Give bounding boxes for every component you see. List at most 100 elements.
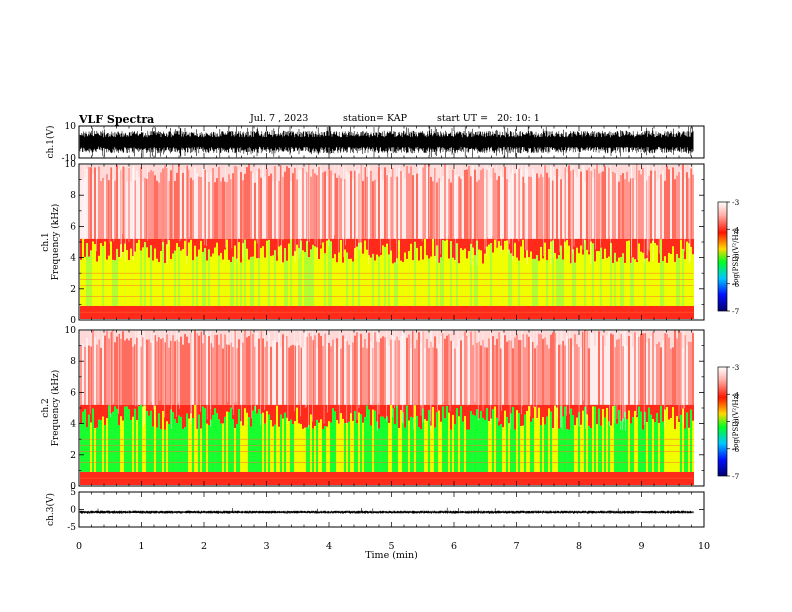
spectrogram-column bbox=[382, 416, 384, 472]
spectrogram-column bbox=[148, 339, 150, 405]
spectrogram-column bbox=[214, 408, 216, 472]
spectrogram-column bbox=[522, 334, 524, 405]
spectrogram-column bbox=[218, 238, 220, 256]
spectrogram-column bbox=[98, 238, 100, 256]
spectrogram-column bbox=[512, 256, 514, 306]
spectrogram-column bbox=[132, 404, 134, 417]
spectrogram-column bbox=[640, 174, 642, 239]
spectrogram-column bbox=[158, 182, 160, 239]
spectrogram-column bbox=[296, 238, 298, 245]
spectrogram-column bbox=[458, 416, 460, 472]
spectrogram-column bbox=[168, 347, 170, 405]
spectrogram-column bbox=[250, 426, 252, 472]
spectrogram-column bbox=[616, 173, 618, 239]
spectrogram-column bbox=[514, 404, 516, 430]
spectrogram-column bbox=[306, 238, 308, 242]
station-label: station= KAP bbox=[343, 113, 407, 124]
spectrogram-column bbox=[230, 179, 232, 239]
spectrogram-column bbox=[612, 238, 614, 264]
spectrogram-column bbox=[166, 167, 168, 239]
spectrogram-column bbox=[102, 335, 104, 405]
spectrogram-column bbox=[210, 238, 212, 257]
spectrogram-column bbox=[520, 426, 522, 472]
spectrogram-column bbox=[558, 238, 560, 256]
spectrogram-column bbox=[258, 409, 260, 472]
spectrogram-column bbox=[674, 238, 676, 262]
spectrogram-column bbox=[606, 335, 608, 405]
spectrogram-column bbox=[480, 345, 482, 405]
spectrogram-column bbox=[674, 404, 676, 430]
spectrogram-column bbox=[260, 404, 262, 414]
y-tick-label: 0 bbox=[70, 482, 76, 492]
spectrogram-column bbox=[648, 338, 650, 405]
spectrogram-column bbox=[136, 170, 138, 239]
spectrogram-column bbox=[102, 177, 104, 239]
spectrogram-column bbox=[108, 338, 110, 405]
spectrogram-column bbox=[330, 346, 332, 405]
spectrogram-column bbox=[626, 404, 628, 420]
spectrogram-column bbox=[340, 348, 342, 405]
colorbar-tick-label: -5 bbox=[732, 418, 740, 427]
spectrogram-column bbox=[174, 404, 176, 420]
spectrogram-column bbox=[562, 340, 564, 405]
y-tick-label: 6 bbox=[70, 388, 76, 398]
spectrogram-column bbox=[554, 175, 556, 239]
spectrogram-column bbox=[552, 404, 554, 429]
spectrogram-column bbox=[364, 404, 366, 418]
spectrogram-column bbox=[374, 238, 376, 261]
spectrogram-column bbox=[422, 408, 424, 472]
spectrogram-column bbox=[370, 170, 372, 239]
spectrogram-column bbox=[246, 248, 248, 306]
spectrogram-column bbox=[430, 238, 432, 257]
spectrogram-column bbox=[524, 238, 526, 258]
spectrogram-column bbox=[160, 339, 162, 405]
spectrogram-column bbox=[364, 167, 366, 239]
spectrogram-column bbox=[288, 238, 290, 244]
spectrogram-column bbox=[610, 243, 612, 306]
spectrogram-column bbox=[472, 238, 474, 248]
spectrogram-column bbox=[300, 347, 302, 405]
spectrogram-column bbox=[164, 263, 166, 306]
spectrogram-column bbox=[82, 343, 84, 405]
spectrogram-column bbox=[660, 174, 662, 239]
spectrogram-column bbox=[258, 338, 260, 405]
spectrogram-column bbox=[472, 164, 474, 239]
spectrogram-column bbox=[194, 245, 196, 306]
spectrogram-column bbox=[118, 168, 120, 239]
spectrogram-column bbox=[84, 404, 86, 410]
spectrogram-column bbox=[622, 173, 624, 239]
spectrogram-column bbox=[330, 404, 332, 423]
spectrogram-column bbox=[334, 404, 336, 412]
spectrogram-column bbox=[560, 179, 562, 239]
spectrogram-column bbox=[288, 168, 290, 239]
spectrogram-column bbox=[80, 259, 82, 306]
spectrogram-column bbox=[270, 346, 272, 405]
spectrogram-column bbox=[686, 404, 688, 413]
spectrogram-column bbox=[612, 263, 614, 306]
spectrogram-column bbox=[88, 404, 90, 415]
spectrogram-column bbox=[238, 409, 240, 472]
spectrogram-column bbox=[380, 416, 382, 472]
spectrogram-column bbox=[404, 404, 406, 428]
spectrogram-column bbox=[162, 337, 164, 405]
spectrogram-column bbox=[566, 172, 568, 239]
spectrogram-column bbox=[550, 241, 552, 306]
spectrogram-column bbox=[616, 261, 618, 306]
spectrogram-column bbox=[504, 238, 506, 241]
spectrogram-column bbox=[170, 404, 172, 410]
spectrogram-column bbox=[524, 257, 526, 306]
spectrogram-column bbox=[150, 238, 152, 246]
spectrogram-column bbox=[408, 173, 410, 239]
spectrogram-column bbox=[492, 336, 494, 405]
spectrogram-column bbox=[330, 170, 332, 239]
spectrogram-column bbox=[594, 168, 596, 239]
spectrogram-column bbox=[342, 238, 344, 263]
spectrogram-column bbox=[454, 348, 456, 405]
spectrogram-column bbox=[446, 238, 448, 240]
spectrogram-column bbox=[632, 238, 634, 258]
spectrogram-column bbox=[278, 332, 280, 405]
spectrogram-column bbox=[126, 338, 128, 405]
spectrogram-column bbox=[134, 238, 136, 252]
spectrogram-column bbox=[226, 182, 228, 239]
spectrogram-column bbox=[246, 412, 248, 472]
